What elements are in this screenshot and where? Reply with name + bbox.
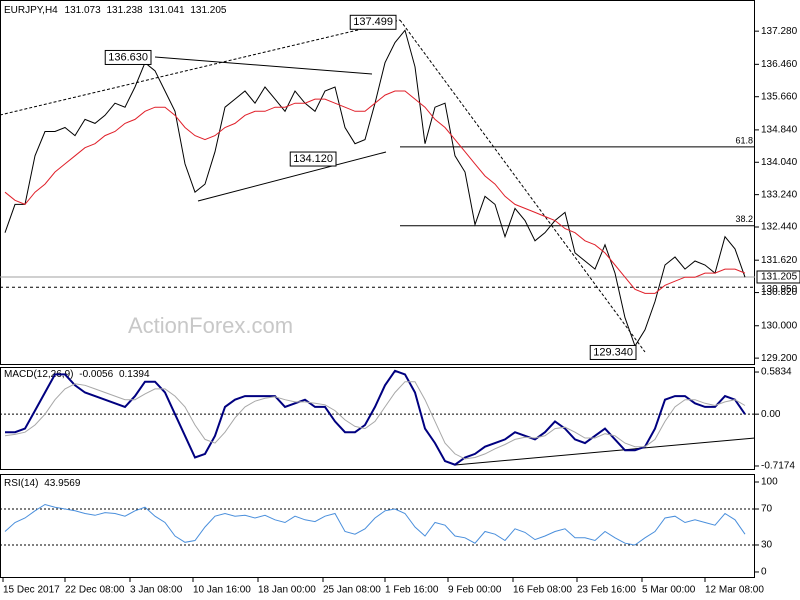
current-price-label: 131.205 (761, 272, 798, 283)
current-price-box (756, 270, 800, 284)
series-line (5, 369, 746, 466)
y-tick-label: 132.440 (761, 222, 798, 233)
ohlc-close: 131.205 (190, 5, 227, 16)
header: EURJPY,H4 131.073 131.238 131.041 131.20… (4, 5, 227, 16)
series-line (4, 381, 746, 460)
y-tick-label: 137.280 (761, 26, 798, 37)
x-tick-label: 25 Jan 08:00 (323, 585, 381, 596)
series-line (4, 503, 746, 546)
swing-box (289, 151, 337, 167)
trendline (454, 437, 756, 466)
swing-label: 134.120 (289, 151, 337, 167)
fib-label: 38.2 (735, 214, 753, 224)
swing-text: 137.499 (353, 16, 393, 28)
x-tick-label: 1 Feb 16:00 (385, 585, 439, 596)
trendline (197, 151, 387, 202)
macd-readout: 0.1394 (119, 369, 150, 380)
x-tick-label: 10 Jan 16:00 (193, 585, 251, 596)
y-tick-label: 130.000 (761, 320, 798, 331)
y-tick-label: 0.5834 (761, 367, 792, 378)
y-tick-label: 130.820 (761, 287, 798, 298)
ohlc-open: 131.073 (65, 5, 102, 16)
series-line (4, 90, 746, 294)
y-tick-label: 30 (761, 540, 773, 551)
y-tick-label: 134.040 (761, 157, 798, 168)
swing-text: 136.630 (108, 51, 148, 63)
x-tick-label: 23 Feb 16:00 (577, 585, 636, 596)
x-tick-label: 18 Jan 00:00 (258, 585, 316, 596)
y-tick-label: 135.660 (761, 91, 798, 102)
ohlc-low: 131.041 (148, 5, 185, 16)
y-tick-label: -0.7174 (761, 461, 795, 472)
x-tick-label: 16 Feb 08:00 (513, 585, 572, 596)
rsi-header: RSI(14) 43.9569 (4, 478, 81, 489)
swing-label: 136.630 (104, 49, 152, 65)
swing-label: 137.499 (349, 14, 397, 30)
trendline (399, 19, 646, 353)
fib-label: 61.8 (735, 135, 753, 145)
x-tick-label: 12 Mar 08:00 (705, 585, 764, 596)
trendline (154, 56, 373, 75)
watermark: ActionForex.com (128, 313, 293, 338)
macd-header: MACD(12,26,9) -0.0056 0.1394 (4, 369, 150, 380)
y-tick-label: 70 (761, 504, 773, 515)
swing-box (589, 344, 637, 360)
y-tick-label: 136.460 (761, 59, 798, 70)
x-tick-label: 5 Mar 00:00 (642, 585, 696, 596)
y-tick-label: 133.240 (761, 189, 798, 200)
rsi-panel (0, 474, 755, 578)
y-tick-label: 0 (761, 567, 767, 578)
swing-box (104, 49, 152, 65)
x-tick-label: 9 Feb 00:00 (448, 585, 502, 596)
ohlc-high: 131.238 (106, 5, 143, 16)
x-tick-label: 3 Jan 08:00 (130, 585, 183, 596)
trendlines (0, 19, 756, 466)
x-tick-label: 15 Dec 2017 (3, 585, 60, 596)
y-tick-label: 131.620 (761, 255, 798, 266)
rsi-readout: 43.9569 (44, 478, 81, 489)
x-tick-label: 22 Dec 08:00 (65, 585, 125, 596)
swing-box (349, 14, 397, 30)
trendline (0, 19, 401, 116)
swing-text: 134.120 (293, 153, 333, 165)
y-tick-label: 129.200 (761, 353, 798, 364)
macd-readout: -0.0056 (79, 369, 113, 380)
reference-label: 130.950 (761, 284, 798, 295)
swing-label: 129.340 (589, 344, 637, 360)
symbol: EURJPY,H4 (4, 5, 58, 16)
y-tick-label: 0.00 (761, 409, 781, 420)
rsi-label: RSI(14) (4, 478, 38, 489)
macd-label: MACD(12,26,9) (4, 369, 73, 380)
y-tick-label: 100 (761, 477, 778, 488)
y-tick-label: 134.840 (761, 125, 798, 136)
swing-text: 129.340 (593, 346, 633, 358)
